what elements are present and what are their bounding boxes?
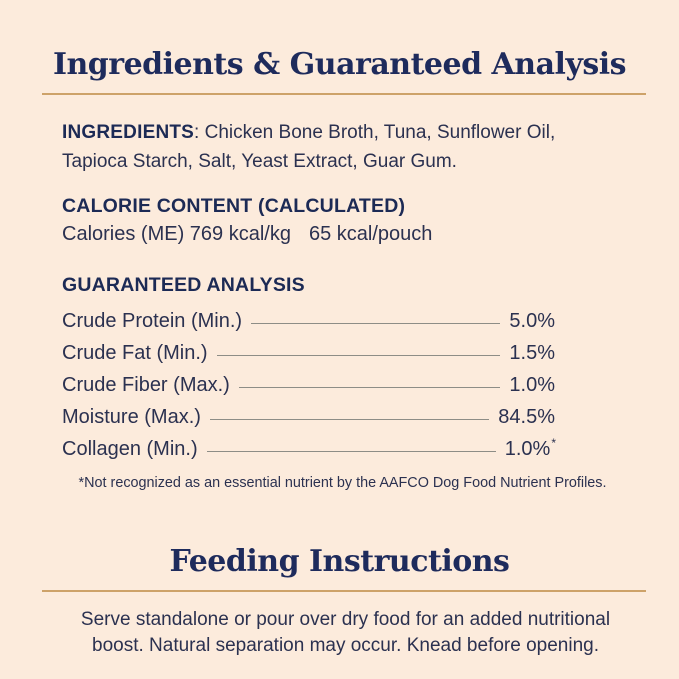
calorie-per-pouch: 65 kcal/pouch	[308, 223, 433, 245]
leader-line	[216, 355, 501, 356]
analysis-row-label: Moisture (Max.)	[62, 405, 201, 428]
ingredients-list-line1: : Chicken Bone Broth, Tuna, Sunflower Oi…	[194, 122, 556, 143]
ingredients-label: INGREDIENTS	[62, 122, 195, 143]
calorie-per-kg: Calories (ME) 769 kcal/kg	[62, 223, 291, 245]
analysis-row-value: 5.0%	[509, 309, 555, 332]
analysis-row-value: 84.5%	[498, 405, 555, 428]
ingredients-analysis-title: Ingredients & Guaranteed Analysis	[52, 47, 627, 82]
title-divider-rule	[42, 93, 646, 95]
calorie-values-line: Calories (ME) 769 kcal/kg 65 kcal/pouch	[62, 222, 623, 247]
calorie-content-heading: CALORIE CONTENT (CALCULATED)	[62, 195, 406, 217]
feeding-instructions-title: Feeding Instructions	[169, 544, 510, 579]
feeding-divider-rule	[42, 590, 646, 592]
analysis-row-crude-fiber: Crude Fiber (Max.) 1.0%	[62, 369, 556, 401]
footnote-marker: *	[551, 435, 556, 450]
analysis-row-collagen: Collagen (Min.) 1.0%*	[62, 433, 556, 465]
analysis-row-label: Crude Fat (Min.)	[62, 341, 208, 364]
analysis-row-label: Crude Protein (Min.)	[62, 309, 243, 332]
analysis-row-crude-protein: Crude Protein (Min.) 5.0%	[62, 305, 556, 337]
ingredients-analysis-content: INGREDIENTS: Chicken Bone Broth, Tuna, S…	[62, 118, 623, 492]
leader-line	[251, 323, 501, 324]
leader-line	[206, 451, 496, 452]
analysis-row-crude-fat: Crude Fat (Min.) 1.5%	[62, 337, 556, 369]
feeding-line2: boost. Natural separation may occur. Kne…	[92, 635, 599, 656]
ingredients-list-line2: Tapioca Starch, Salt, Yeast Extract, Gua…	[62, 151, 457, 172]
leader-line	[238, 387, 501, 388]
guaranteed-analysis-heading: GUARANTEED ANALYSIS	[62, 274, 305, 296]
guaranteed-analysis-table: Crude Protein (Min.) 5.0% Crude Fat (Min…	[62, 305, 623, 465]
analysis-row-value: 1.0%	[509, 373, 555, 396]
analysis-row-label: Collagen (Min.)	[62, 437, 198, 460]
ingredients-paragraph: INGREDIENTS: Chicken Bone Broth, Tuna, S…	[62, 118, 623, 176]
feeding-instructions-paragraph: Serve standalone or pour over dry food f…	[48, 607, 643, 659]
analysis-row-value: 1.0%*	[504, 435, 556, 460]
analysis-row-label: Crude Fiber (Max.)	[62, 373, 230, 396]
leader-line	[209, 419, 490, 420]
analysis-row-value: 1.5%	[509, 341, 555, 364]
aafco-footnote: *Not recognized as an essential nutrient…	[78, 475, 607, 491]
feeding-line1: Serve standalone or pour over dry food f…	[80, 609, 611, 630]
analysis-row-moisture: Moisture (Max.) 84.5%	[62, 401, 556, 433]
